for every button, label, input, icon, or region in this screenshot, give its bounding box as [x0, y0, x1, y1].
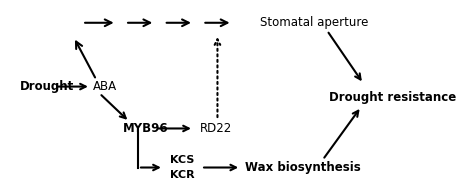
Text: MYB96: MYB96: [123, 122, 169, 135]
Text: KCR: KCR: [170, 170, 195, 180]
Text: Wax biosynthesis: Wax biosynthesis: [246, 161, 361, 174]
Text: RD22: RD22: [201, 122, 233, 135]
Text: Drought resistance: Drought resistance: [329, 92, 456, 104]
Text: Stomatal aperture: Stomatal aperture: [260, 16, 369, 29]
Text: Drought: Drought: [20, 80, 74, 93]
Text: KCS: KCS: [170, 155, 195, 165]
Text: ABA: ABA: [93, 80, 117, 93]
